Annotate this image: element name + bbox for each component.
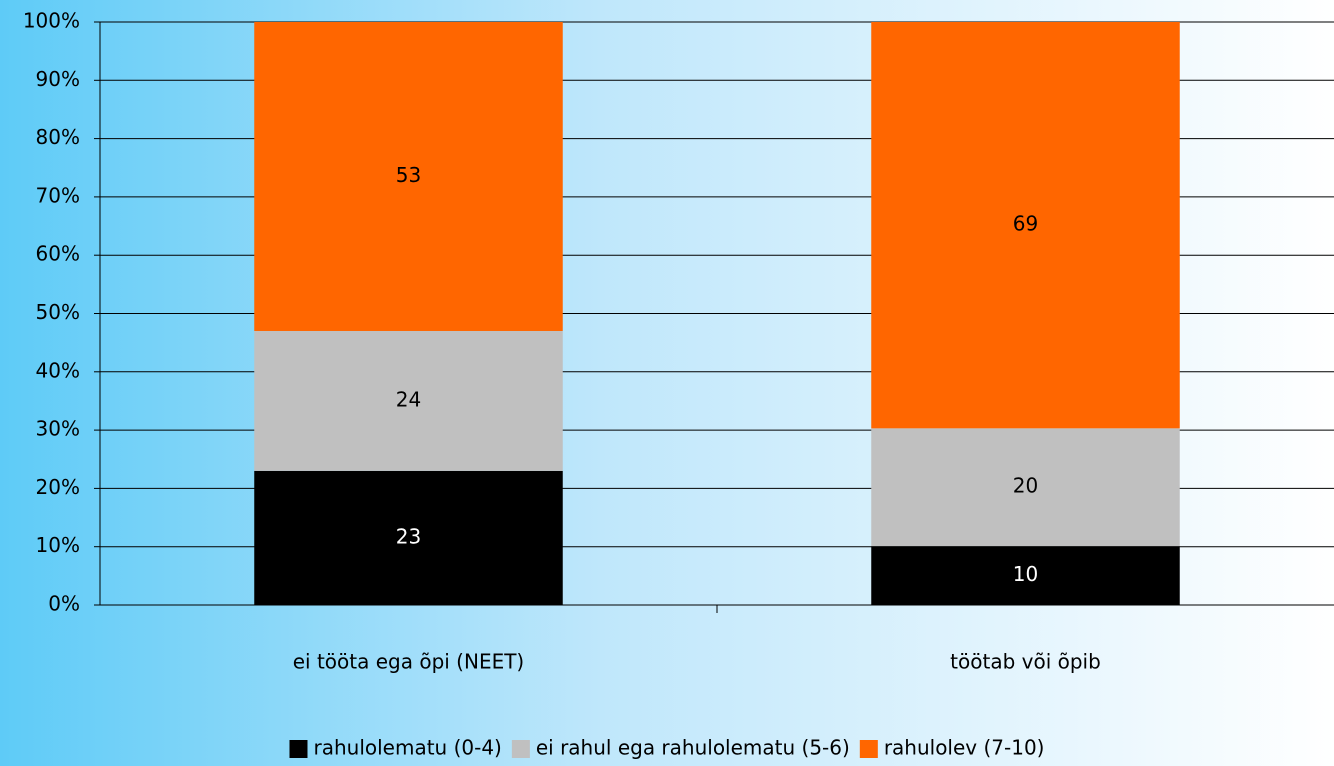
data-label: 24 [396,387,421,411]
legend-label: rahulolev (7-10) [884,736,1045,760]
y-tick-label: 40% [36,358,80,382]
data-label: 10 [1013,562,1038,586]
data-label: 69 [1013,212,1038,236]
bar-segment [871,22,1180,429]
legend-swatch [511,740,530,758]
bar-segment [254,470,563,605]
data-label: 20 [1013,474,1038,498]
x-tick-label: töötab või õpib [950,650,1101,674]
bar-segment [254,22,563,331]
bar-segment [871,428,1180,547]
y-tick-label: 70% [36,183,80,207]
y-tick-label: 60% [36,242,80,266]
bar-segment [254,330,563,471]
legend-item: ei rahul ega rahulolematu (5-6) [511,736,850,760]
legend-label: ei rahul ega rahulolematu (5-6) [536,736,850,760]
y-tick-label: 0% [48,592,80,616]
legend-item: rahulolematu (0-4) [289,736,502,760]
legend-item: rahulolev (7-10) [859,736,1045,760]
y-tick-label: 30% [36,417,80,441]
data-label: 23 [396,524,421,548]
y-tick-label: 80% [36,125,80,149]
legend-swatch [289,740,308,758]
y-tick-label: 100% [23,9,80,33]
legend-label: rahulolematu (0-4) [313,736,501,760]
y-tick-label: 90% [36,67,80,91]
bar-segment [871,546,1180,605]
y-tick-label: 10% [36,533,80,557]
y-tick-label: 50% [36,300,80,324]
x-tick-label: ei tööta ega õpi (NEET) [293,650,525,674]
data-label: 53 [396,163,421,187]
legend-swatch [859,740,878,758]
y-tick-label: 20% [36,475,80,499]
